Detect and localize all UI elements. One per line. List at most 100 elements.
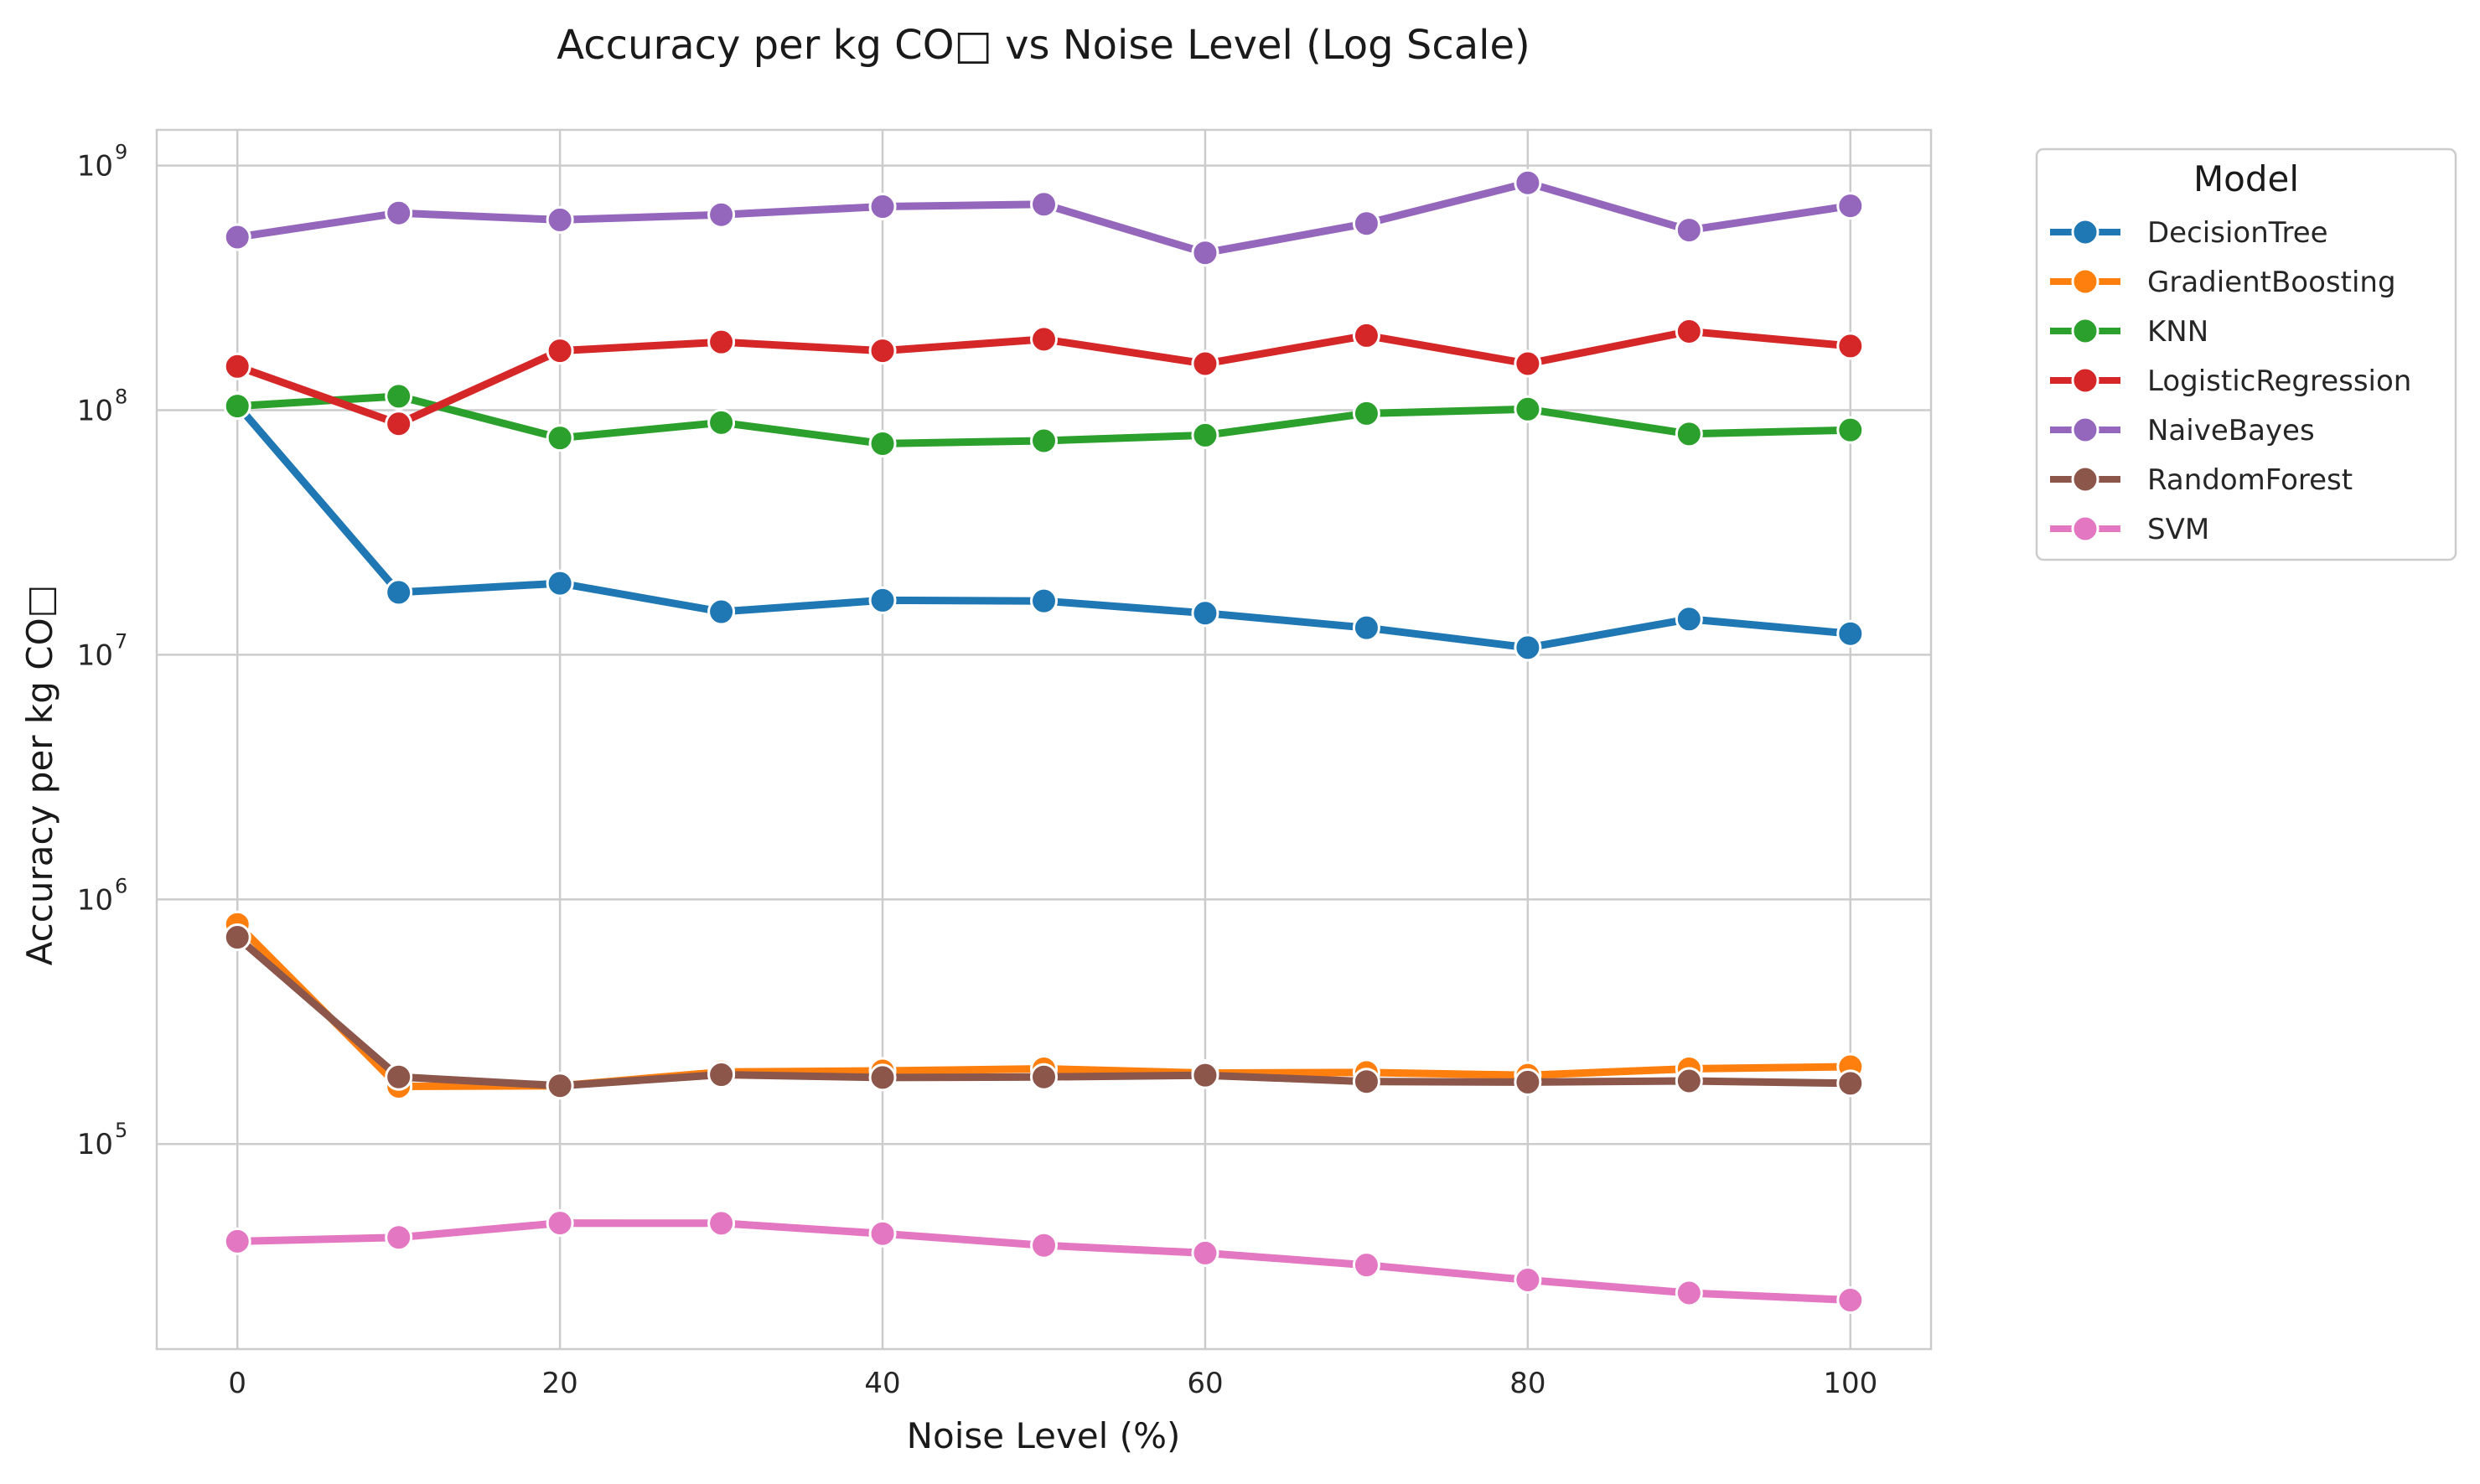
data-point-RandomForest <box>546 1072 574 1100</box>
x-tick-label: 100 <box>1823 1367 1877 1400</box>
data-point-LogisticRegression <box>1352 321 1380 349</box>
y-tick-label: 10 6 <box>77 874 128 917</box>
legend-marker-swatch <box>2071 465 2099 494</box>
data-point-KNN <box>546 424 574 452</box>
x-tick-label: 20 <box>542 1367 578 1400</box>
y-tick-exponent: 8 <box>115 385 127 409</box>
data-point-SVM <box>385 1223 413 1252</box>
y-tick-exponent: 9 <box>115 141 127 164</box>
data-point-RandomForest <box>385 1063 413 1091</box>
data-point-RandomForest <box>1191 1061 1219 1089</box>
chart-title: Accuracy per kg CO□ vs Noise Level (Log … <box>557 22 1530 69</box>
legend-label: RandomForest <box>2147 463 2353 497</box>
y-tick-label: 10 7 <box>77 629 128 672</box>
data-point-KNN <box>385 382 413 411</box>
data-point-NaiveBayes <box>868 193 897 221</box>
data-point-NaiveBayes <box>385 199 413 227</box>
data-point-NaiveBayes <box>1675 216 1703 245</box>
data-point-DecisionTree <box>707 597 736 626</box>
data-point-NaiveBayes <box>1836 192 1865 220</box>
legend-item-GradientBoosting: GradientBoosting <box>2050 266 2396 299</box>
data-point-NaiveBayes <box>1514 168 1542 197</box>
legend-marker-swatch <box>2071 317 2099 345</box>
x-tick-label: 80 <box>1509 1367 1545 1400</box>
y-tick-exponent: 6 <box>115 874 127 897</box>
data-point-RandomForest <box>707 1061 736 1089</box>
y-tick-base: 10 <box>77 639 113 672</box>
data-point-SVM <box>546 1209 574 1238</box>
data-point-LogisticRegression <box>707 328 736 356</box>
legend-item-RandomForest: RandomForest <box>2050 463 2353 497</box>
data-point-KNN <box>1836 416 1865 444</box>
data-point-NaiveBayes <box>1191 239 1219 267</box>
y-axis-label: Accuracy per kg CO□ <box>19 585 60 966</box>
x-tick-label: 0 <box>228 1367 246 1400</box>
legend-marker-swatch <box>2071 267 2099 296</box>
legend-label: GradientBoosting <box>2147 266 2396 299</box>
legend-item-DecisionTree: DecisionTree <box>2050 216 2328 250</box>
data-point-LogisticRegression <box>546 337 574 365</box>
data-point-KNN <box>1514 395 1542 423</box>
legend-item-LogisticRegression: LogisticRegression <box>2050 365 2411 398</box>
data-point-KNN <box>868 429 897 458</box>
data-point-SVM <box>707 1209 736 1238</box>
legend-marker-swatch <box>2071 366 2099 395</box>
legend-items: DecisionTree GradientBoosting KNN LogisticR… <box>2050 216 2411 546</box>
legend-marker-swatch <box>2071 416 2099 444</box>
data-point-NaiveBayes <box>223 223 251 251</box>
data-point-LogisticRegression <box>868 337 897 365</box>
data-point-SVM <box>868 1219 897 1248</box>
data-point-LogisticRegression <box>223 352 251 380</box>
data-point-KNN <box>1191 421 1219 449</box>
data-point-NaiveBayes <box>707 200 736 229</box>
data-point-LogisticRegression <box>1191 349 1219 378</box>
data-point-SVM <box>1675 1279 1703 1307</box>
data-point-DecisionTree <box>1836 619 1865 648</box>
data-point-LogisticRegression <box>385 410 413 438</box>
data-point-DecisionTree <box>1675 605 1703 633</box>
y-tick-label: 10 8 <box>77 385 128 428</box>
legend-label: NaiveBayes <box>2147 414 2315 447</box>
data-point-DecisionTree <box>385 578 413 607</box>
data-point-RandomForest <box>1514 1068 1542 1096</box>
legend-marker-swatch <box>2071 218 2099 246</box>
data-point-LogisticRegression <box>1514 349 1542 378</box>
data-point-SVM <box>1191 1238 1219 1267</box>
data-point-DecisionTree <box>1352 613 1380 642</box>
y-tick-exponent: 5 <box>115 1119 127 1142</box>
data-point-SVM <box>1030 1231 1058 1259</box>
y-tick-base: 10 <box>77 150 113 184</box>
x-axis-label: Noise Level (%) <box>907 1415 1181 1456</box>
data-point-SVM <box>1514 1265 1542 1294</box>
data-point-DecisionTree <box>1030 587 1058 615</box>
data-point-NaiveBayes <box>1030 190 1058 219</box>
data-point-DecisionTree <box>1514 633 1542 662</box>
y-tick-base: 10 <box>77 883 113 917</box>
x-axis-ticks: 0 20 40 60 80 100 <box>228 1367 1877 1400</box>
series-points <box>223 168 1865 1315</box>
data-point-DecisionTree <box>1191 599 1219 628</box>
legend-label: DecisionTree <box>2147 216 2328 250</box>
data-point-LogisticRegression <box>1836 332 1865 360</box>
legend-label: KNN <box>2147 315 2208 349</box>
y-tick-base: 10 <box>77 1128 113 1161</box>
legend-marker-swatch <box>2071 514 2099 543</box>
data-point-RandomForest <box>1836 1069 1865 1098</box>
data-point-KNN <box>223 392 251 421</box>
data-point-NaiveBayes <box>546 205 574 234</box>
data-point-SVM <box>1836 1286 1865 1315</box>
data-point-KNN <box>1675 420 1703 448</box>
x-tick-label: 40 <box>864 1367 900 1400</box>
data-point-RandomForest <box>1030 1063 1058 1091</box>
data-point-KNN <box>1030 427 1058 455</box>
legend-title: Model <box>2193 158 2299 199</box>
y-tick-exponent: 7 <box>115 629 127 653</box>
legend-item-SVM: SVM <box>2050 513 2209 546</box>
data-point-RandomForest <box>223 923 251 952</box>
data-point-DecisionTree <box>868 586 897 614</box>
data-point-DecisionTree <box>546 569 574 597</box>
legend-item-KNN: KNN <box>2050 315 2208 349</box>
y-tick-label: 10 9 <box>77 141 128 184</box>
plot-frame <box>155 128 1933 1351</box>
